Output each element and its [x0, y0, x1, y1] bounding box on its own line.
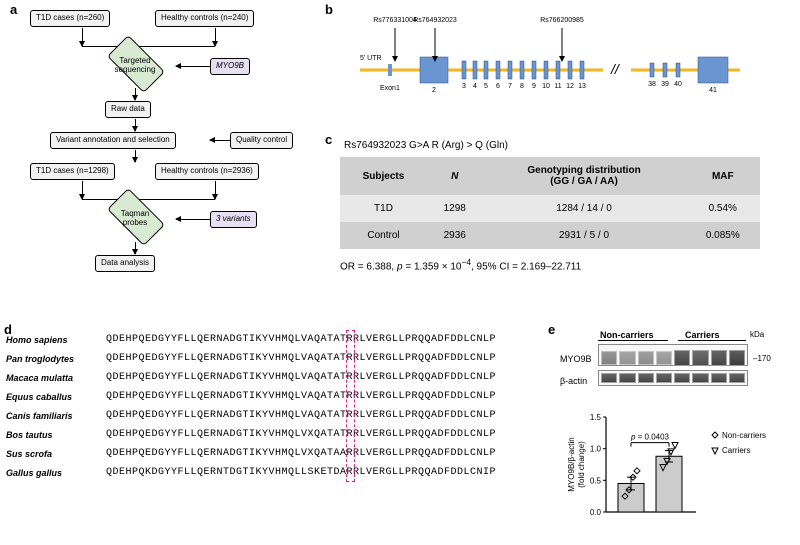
- western-blot: Non-carriers Carriers kDa MYO9B –170 β-a…: [560, 330, 790, 540]
- svg-text:38: 38: [648, 81, 656, 88]
- svg-text:1.5: 1.5: [590, 413, 602, 422]
- fc-t1d-rep: T1D cases (n=1298): [30, 163, 115, 180]
- tbl: Subjects N Genotyping distribution (GG /…: [340, 157, 760, 249]
- svg-text:41: 41: [709, 87, 717, 94]
- svg-text:6: 6: [496, 83, 500, 90]
- svg-text:0.5: 0.5: [590, 476, 602, 485]
- flowchart: T1D cases (n=260) Healthy controls (n=24…: [30, 4, 310, 304]
- svg-text:11: 11: [554, 83, 561, 90]
- svg-text:10: 10: [542, 83, 550, 90]
- grp1: Non-carriers: [600, 330, 654, 340]
- svg-text:MYO9B/β-actin: MYO9B/β-actin: [567, 437, 576, 491]
- gene-svg: // 2 345 6 7 8 9 10 11 12 13 38 39 40 41 5' UTR Exon1 Rs7…: [340, 10, 780, 120]
- alignment: Homo sapiensQDEHPQEDGYYFLLQERNADGTIKYVHM…: [6, 330, 546, 530]
- grp2: Carriers: [685, 330, 720, 340]
- fc-taqman: Taqmanprobes: [95, 209, 175, 227]
- kda: kDa: [750, 330, 764, 339]
- fc-myo9b: MYO9B: [210, 58, 250, 75]
- panel-a-label: a: [10, 2, 17, 17]
- tbl-row-ctrl: Control2936 2931 / 5 / 00.085%: [340, 222, 760, 249]
- svg-text:5' UTR: 5' UTR: [360, 55, 382, 62]
- gene-diagram: // 2 345 6 7 8 9 10 11 12 13 38 39 40 41 5' UTR Exon1 Rs7…: [340, 10, 780, 120]
- svg-text:9: 9: [532, 83, 536, 90]
- fc-analysis: Data analysis: [95, 255, 155, 272]
- svg-text:(fold change): (fold change): [577, 441, 586, 488]
- svg-text:13: 13: [578, 83, 586, 90]
- svg-text:0.0: 0.0: [590, 508, 602, 517]
- svg-text:Rs766200985: Rs766200985: [540, 17, 584, 24]
- svg-text:39: 39: [661, 81, 669, 88]
- svg-text:5: 5: [484, 83, 488, 90]
- svg-text:Carriers: Carriers: [722, 446, 750, 455]
- fc-annot: Variant annotation and selection: [50, 132, 176, 149]
- svg-text:p = 0.0403: p = 0.0403: [630, 433, 670, 442]
- svg-text:4: 4: [473, 83, 477, 90]
- actin-lab: β-actin: [560, 376, 587, 386]
- genotype-table: Rs764932023 G>A R (Arg) > Q (Gln) Subjec…: [340, 140, 780, 300]
- fc-seq: Targetedsequencing: [95, 56, 175, 74]
- svg-text:3: 3: [462, 83, 466, 90]
- panel-e-label: e: [548, 322, 555, 337]
- tbl-title: Rs764932023 G>A R (Arg) > Q (Gln): [344, 140, 780, 151]
- svg-text:7: 7: [508, 83, 512, 90]
- fc-qc: Quality control: [230, 132, 293, 149]
- stats: OR = 6.388, p = 1.359 × 10−4, 95% CI = 2…: [340, 257, 780, 272]
- fc-t1d-disc: T1D cases (n=260): [30, 10, 110, 27]
- panel-b-label: b: [325, 2, 333, 17]
- svg-text:Rs776331004: Rs776331004: [373, 17, 417, 24]
- bar-chart: 0.0 0.5 1.0 1.5 MYO9B/β-actin(fold change) p …: [560, 392, 790, 532]
- tbl-head: Subjects N Genotyping distribution (GG /…: [340, 157, 760, 195]
- fc-3var: 3 variants: [210, 211, 257, 228]
- tbl-row-t1d: T1D1298 1284 / 14 / 00.54%: [340, 195, 760, 222]
- svg-text:40: 40: [674, 81, 682, 88]
- svg-text:12: 12: [566, 83, 574, 90]
- svg-text:Exon1: Exon1: [380, 85, 400, 92]
- svg-text:2: 2: [432, 87, 436, 94]
- svg-text:8: 8: [520, 83, 524, 90]
- svg-text:1.0: 1.0: [590, 445, 602, 454]
- svg-text:Non-carriers: Non-carriers: [722, 431, 766, 440]
- fc-ctrl-rep: Healthy controls (n=2936): [155, 163, 259, 180]
- svg-text:Rs764932023: Rs764932023: [413, 17, 457, 24]
- myo9b-lab: MYO9B: [560, 354, 592, 364]
- fc-ctrl-disc: Healthy controls (n=240): [155, 10, 254, 27]
- svg-text://: //: [610, 61, 621, 77]
- panel-c-label: c: [325, 132, 332, 147]
- fc-raw: Raw data: [105, 101, 151, 118]
